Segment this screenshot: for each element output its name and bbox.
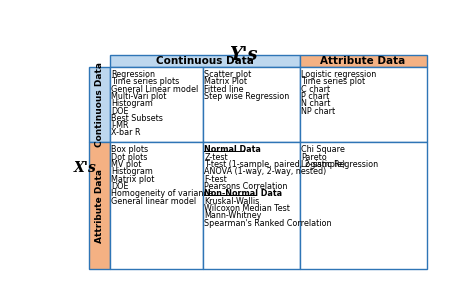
Text: X-bar R: X-bar R (111, 128, 141, 138)
Text: Logistic Regression: Logistic Regression (301, 160, 378, 169)
Text: General Linear model: General Linear model (111, 85, 199, 94)
Text: Y's: Y's (228, 46, 257, 64)
Text: Spearman's Ranked Correlation: Spearman's Ranked Correlation (204, 219, 332, 227)
Text: Normal Data: Normal Data (204, 146, 261, 154)
Text: ANOVA (1-way, 2-way, nested): ANOVA (1-way, 2-way, nested) (204, 167, 327, 176)
Text: Fitted line: Fitted line (204, 85, 244, 94)
Text: Best Subsets: Best Subsets (111, 114, 163, 123)
Text: I-MR: I-MR (111, 121, 128, 130)
Text: Logistic regression: Logistic regression (301, 70, 376, 79)
Bar (202, 67, 300, 142)
Text: General linear model: General linear model (111, 196, 196, 206)
Text: Pareto: Pareto (301, 153, 327, 162)
Text: Chi Square: Chi Square (301, 146, 345, 154)
Text: Matrix Plot: Matrix Plot (204, 77, 247, 86)
Text: Dot plots: Dot plots (111, 153, 147, 162)
Text: Wilcoxon Median Test: Wilcoxon Median Test (204, 204, 290, 213)
Text: MV plot: MV plot (111, 160, 142, 169)
Text: Z-test: Z-test (204, 153, 228, 162)
Bar (109, 67, 202, 142)
Text: Matrix plot: Matrix plot (111, 175, 155, 184)
Text: Histogram: Histogram (111, 99, 153, 108)
Text: X's: X's (73, 161, 96, 175)
Text: Mann-Whitney: Mann-Whitney (204, 211, 262, 220)
Bar (300, 142, 427, 269)
Text: C chart: C chart (301, 85, 330, 94)
Text: Box plots: Box plots (111, 146, 148, 154)
Bar (300, 55, 427, 67)
Bar (300, 67, 427, 142)
Bar (89, 67, 109, 142)
Text: NP chart: NP chart (301, 107, 335, 115)
Text: Continuous Data: Continuous Data (155, 56, 254, 66)
Text: Step wise Regression: Step wise Regression (204, 92, 290, 101)
Text: T-test (1-sample, paired, 2-sample): T-test (1-sample, paired, 2-sample) (204, 160, 346, 169)
Text: Attribute Data: Attribute Data (320, 56, 406, 66)
Text: Time series plot: Time series plot (301, 77, 365, 86)
Text: F-test: F-test (204, 175, 227, 184)
Text: Attribute Data: Attribute Data (95, 169, 104, 243)
Text: P chart: P chart (301, 92, 329, 101)
Text: Scatter plot: Scatter plot (204, 70, 251, 79)
Bar (109, 55, 300, 67)
Text: Pearsons Correlation: Pearsons Correlation (204, 182, 288, 191)
Bar (89, 142, 109, 269)
Text: Histogram: Histogram (111, 167, 153, 176)
Text: Homogeneity of variance: Homogeneity of variance (111, 189, 213, 198)
Text: Continuous Data: Continuous Data (95, 62, 104, 147)
Text: N chart: N chart (301, 99, 330, 108)
Text: Multi-Vari plot: Multi-Vari plot (111, 92, 166, 101)
Text: DOE: DOE (111, 182, 128, 191)
Bar (109, 142, 202, 269)
Bar (202, 142, 300, 269)
Text: Regression: Regression (111, 70, 155, 79)
Text: Kruskal-Wallis: Kruskal-Wallis (204, 196, 259, 206)
Text: DOE: DOE (111, 107, 128, 115)
Text: Time series plots: Time series plots (111, 77, 180, 86)
Text: Non-Normal Data: Non-Normal Data (204, 189, 283, 198)
